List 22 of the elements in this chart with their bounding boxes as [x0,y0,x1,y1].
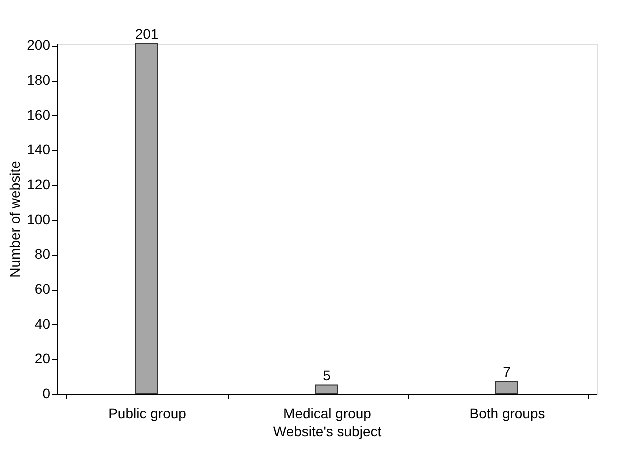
bar [496,381,518,394]
bar [316,384,338,394]
x-tick-label: Medical group [284,406,372,422]
y-tick-label: 0 [42,386,51,402]
y-tick-label: 80 [34,246,51,262]
y-tick-label: 40 [34,316,51,332]
data-label: 201 [135,26,159,42]
y-tick-label: 180 [27,72,51,88]
y-tick-label: 100 [27,211,51,228]
y-tick-label: 200 [27,37,51,54]
y-tick-label: 20 [34,350,51,367]
y-tick-label: 120 [27,176,51,193]
x-axis-title: Website's subject [273,424,382,440]
data-label: 7 [503,364,512,380]
y-tick-label: 60 [34,281,51,298]
x-tick-label: Both groups [470,406,546,422]
bar [136,44,158,394]
x-tick-label: Public group [108,406,187,422]
y-tick-label: 140 [27,142,51,158]
y-axis-title: Number of website [7,160,24,278]
data-label: 5 [323,367,332,384]
y-tick-label: 160 [27,106,51,123]
